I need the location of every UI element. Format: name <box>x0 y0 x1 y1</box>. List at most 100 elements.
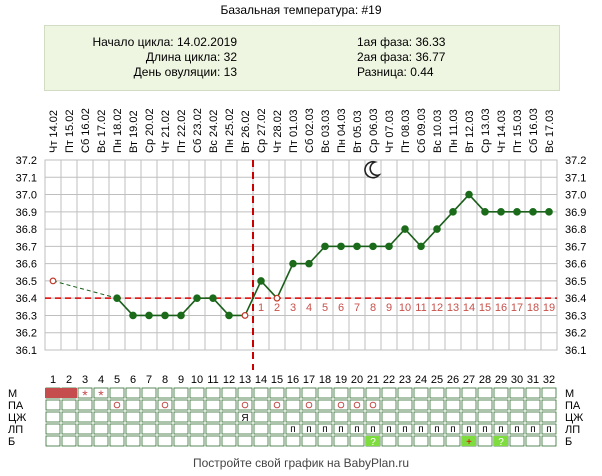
y-tick-label-right: 36.8 <box>565 224 586 236</box>
cycle-start-label: Начало цикла: <box>92 35 174 49</box>
intercourse-mark <box>353 401 361 409</box>
tracking-cell <box>381 399 397 411</box>
tracking-cell <box>301 399 317 411</box>
weekday-date-label: Сб 16.03 <box>528 108 540 153</box>
tracking-cell <box>189 387 205 399</box>
temperature-point <box>545 208 553 216</box>
temperature-point <box>353 242 361 251</box>
y-tick-label-right: 37.2 <box>565 155 586 167</box>
cycle-day-number: 3 <box>82 374 88 386</box>
temperature-point <box>273 294 281 302</box>
tracking-cell <box>109 435 125 447</box>
weekday-date-label: Пт 15.03 <box>512 109 524 153</box>
tracking-cell <box>205 423 221 435</box>
y-tick-label-left: 36.7 <box>16 241 37 253</box>
tracking-cell <box>365 411 381 423</box>
weekday-date-label: Сб 16.02 <box>80 108 92 153</box>
tracking-cell <box>253 435 269 447</box>
tracking-cell <box>317 399 333 411</box>
tracking-cell <box>93 423 109 435</box>
cycle-info-panel: Начало цикла: 14.02.2019 Длина цикла: 32… <box>44 25 560 91</box>
tracking-cell <box>397 411 413 423</box>
tracking-cell <box>205 399 221 411</box>
cycle-day-number: 7 <box>146 374 152 386</box>
luteal-phase-mark: п <box>530 424 535 435</box>
luteal-phase-mark: п <box>322 424 327 435</box>
weekday-date-label: Вт 05.03 <box>352 110 364 153</box>
post-ovulation-day-number: 18 <box>527 302 539 314</box>
tracking-cell <box>221 423 237 435</box>
post-ovulation-day-number: 14 <box>463 302 475 314</box>
tracking-cell <box>349 399 365 411</box>
weekday-date-label: Пт 22.02 <box>176 109 188 153</box>
period-day-fill <box>45 388 61 398</box>
post-ovulation-day-number: 5 <box>322 302 328 314</box>
tracking-cell <box>461 411 477 423</box>
tracking-cell <box>525 411 541 423</box>
tracking-cell <box>317 411 333 423</box>
temperature-point <box>513 208 521 216</box>
temperature-point <box>385 242 393 251</box>
cycle-day-number: 8 <box>162 374 168 386</box>
post-ovulation-day-number: 4 <box>306 302 312 314</box>
temperature-point <box>225 311 233 320</box>
temperature-point <box>113 294 121 302</box>
tracking-cell <box>189 411 205 423</box>
tracking-cell <box>477 423 493 435</box>
temperature-line-segment <box>212 297 230 316</box>
tracking-cell <box>333 435 349 447</box>
intercourse-mark <box>113 401 121 409</box>
row-label-left: Б <box>8 436 15 448</box>
cervical-mucus-mark: Я <box>241 413 248 424</box>
post-ovulation-day-number: 19 <box>543 302 555 314</box>
post-ovulation-day-number: 16 <box>495 302 507 314</box>
tracking-cell <box>173 399 189 411</box>
luteal-phase-mark: п <box>338 424 343 435</box>
tracking-cell <box>429 423 445 435</box>
temperature-point <box>465 190 473 199</box>
tracking-cell <box>269 435 285 447</box>
tracking-cell <box>157 387 173 399</box>
weekday-date-label: Чт 07.03 <box>384 110 396 153</box>
tracking-cell <box>173 387 189 399</box>
cycle-day-number: 23 <box>399 374 411 386</box>
luteal-phase-mark: п <box>498 424 503 435</box>
temperature-point <box>337 242 345 251</box>
tracking-cell <box>125 411 141 423</box>
intercourse-mark <box>305 401 313 409</box>
tracking-cell <box>413 387 429 399</box>
row-label-right: Б <box>565 436 572 448</box>
tracking-cell <box>173 435 189 447</box>
bbt-chart: 36.1 36.1 36.2 36.2 36.3 36.3 36.4 36.4 36.5 36.5… <box>8 108 586 448</box>
tracking-cell <box>173 411 189 423</box>
tracking-cell <box>237 387 253 399</box>
tracking-cell <box>477 411 493 423</box>
tracking-cell <box>317 423 333 435</box>
cycle-day-number: 2 <box>66 374 72 386</box>
row-label-right: М <box>565 388 574 400</box>
weekday-date-label: Вс 17.03 <box>544 110 556 153</box>
diff-label: Разница: <box>357 65 407 79</box>
temperature-point <box>145 311 153 320</box>
row-label-right: ЦЖ <box>565 412 583 424</box>
weekday-date-label: Вс 24.02 <box>208 110 220 153</box>
post-ovulation-day-number: 17 <box>511 302 523 314</box>
temperature-point <box>129 311 137 320</box>
tracking-cell <box>141 399 157 411</box>
tracking-cell <box>189 423 205 435</box>
tracking-cell <box>509 435 525 447</box>
y-tick-label-right: 36.2 <box>565 328 586 340</box>
cycle-day-number: 14 <box>255 374 267 386</box>
temperature-line-segment <box>276 263 294 299</box>
tracking-cell <box>493 387 509 399</box>
weekday-date-label: Вт 19.02 <box>128 110 140 153</box>
post-ovulation-day-number: 13 <box>447 302 459 314</box>
tracking-cell <box>45 411 61 423</box>
tracking-cell <box>413 423 429 435</box>
post-ovulation-day-number: 8 <box>370 302 376 314</box>
tracking-cell <box>429 435 445 447</box>
weekday-date-label: Пн 25.02 <box>224 108 236 153</box>
tracking-cell <box>285 435 301 447</box>
tracking-cell <box>141 411 157 423</box>
tracking-cell <box>109 387 125 399</box>
